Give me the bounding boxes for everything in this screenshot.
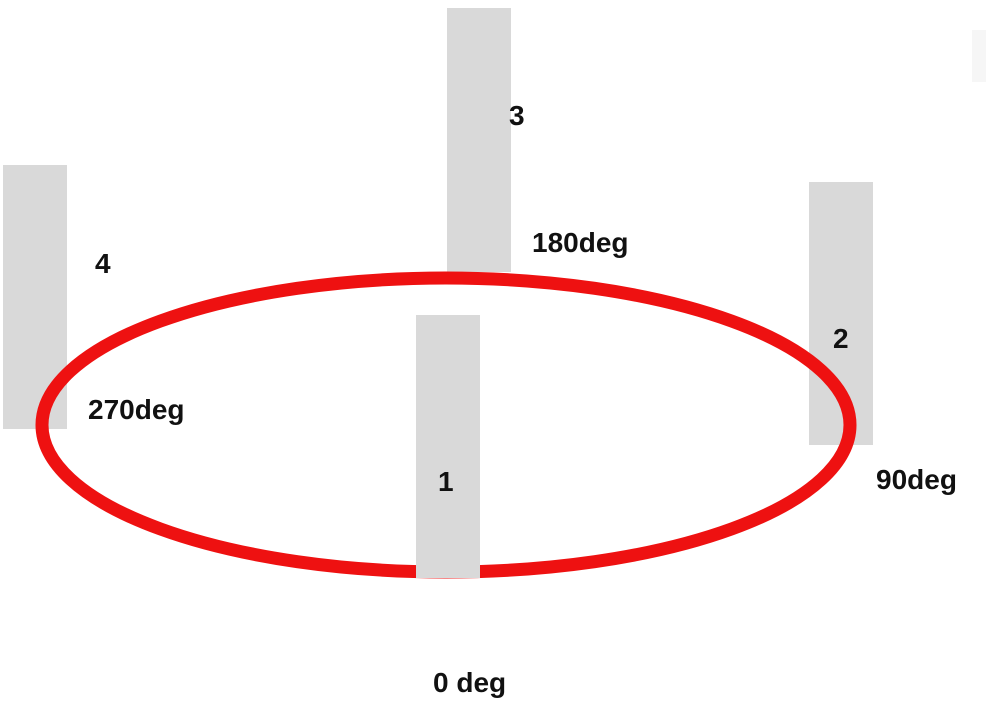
angle-label-180: 180deg [532,227,629,258]
angle-label-90: 90deg [876,464,957,495]
card-2-number: 2 [833,323,849,354]
card-3-panel [447,8,511,272]
angle-label-0: 0 deg [433,667,506,698]
card-3-number: 3 [509,100,525,131]
edge-artifact [972,30,986,82]
card-4-number: 4 [95,248,111,279]
card-1-panel [416,315,480,578]
angle-label-270: 270deg [88,394,185,425]
card-1-number: 1 [438,466,454,497]
